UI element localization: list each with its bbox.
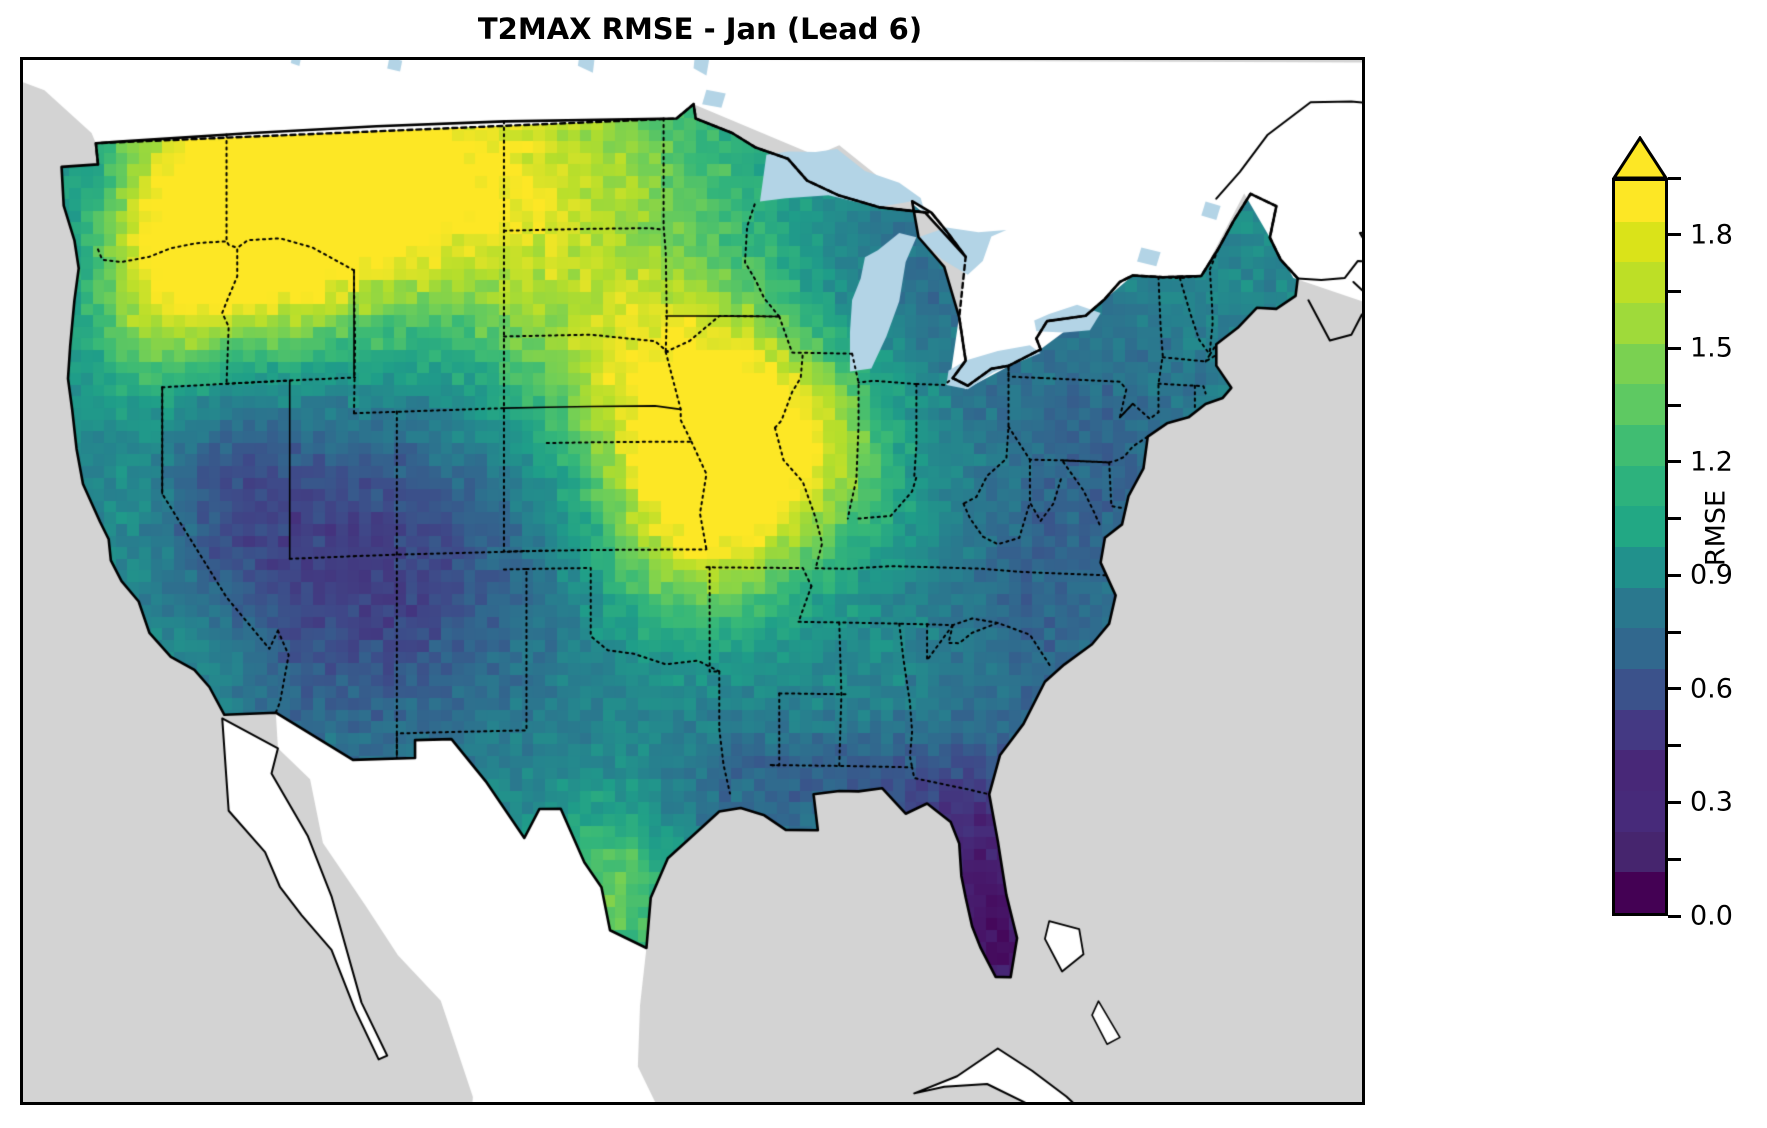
colorbar-tick-label: 1.5 — [1690, 332, 1733, 364]
colorbar-band — [1615, 424, 1665, 466]
colorbar-band — [1615, 343, 1665, 385]
colorbar-tick — [1668, 857, 1681, 861]
colorbar-band — [1615, 872, 1665, 913]
colorbar-band — [1615, 709, 1665, 751]
colorbar-tick — [1668, 914, 1681, 918]
colorbar-tick — [1668, 800, 1681, 804]
colorbar-tick — [1668, 403, 1681, 407]
colorbar-tick-label: 0.6 — [1690, 673, 1733, 705]
colorbar[interactable]: 1.8 1.5 1.2 0.9 0.6 0.3 0.0 RMSE — [1612, 136, 1767, 932]
map-axes[interactable] — [20, 57, 1365, 1105]
colorbar-band — [1615, 831, 1665, 873]
colorbar-tick — [1668, 346, 1681, 350]
colorbar-axis-label: RMSE — [1700, 489, 1732, 567]
colorbar-extend-arrow-icon — [1612, 136, 1668, 180]
colorbar-tick — [1668, 573, 1681, 577]
colorbar-band — [1615, 384, 1665, 425]
colorbar-tick-label: 0.3 — [1690, 786, 1733, 818]
page-title: T2MAX RMSE - Jan (Lead 6) — [477, 12, 923, 46]
colorbar-tick — [1668, 630, 1681, 634]
colorbar-tick — [1668, 517, 1681, 521]
colorbar-tick-label: 0.0 — [1690, 900, 1733, 932]
colorbar-band — [1615, 181, 1665, 222]
colorbar-tick — [1668, 233, 1681, 237]
colorbar-tick — [1668, 290, 1681, 294]
colorbar-band — [1615, 465, 1665, 507]
colorbar-tick — [1668, 460, 1681, 464]
colorbar-band — [1615, 546, 1665, 588]
colorbar-band — [1615, 587, 1665, 629]
colorbar-tick — [1668, 744, 1681, 748]
colorbar-tick-label: 1.8 — [1690, 219, 1733, 251]
colorbar-band — [1615, 668, 1665, 710]
colorbar-band — [1615, 506, 1665, 547]
colorbar-band — [1615, 750, 1665, 791]
colorbar-band — [1615, 628, 1665, 669]
colorbar-ticks: 1.8 1.5 1.2 0.9 0.6 0.3 0.0 — [1668, 176, 1767, 932]
colorbar-gradient — [1612, 178, 1668, 916]
colorbar-tick-label: 1.2 — [1690, 446, 1733, 478]
rmse-heatmap — [23, 60, 1362, 1102]
colorbar-band — [1615, 221, 1665, 263]
colorbar-tick — [1668, 176, 1681, 180]
colorbar-tick — [1668, 687, 1681, 691]
colorbar-tick-label: 0.9 — [1690, 559, 1733, 591]
colorbar-band — [1615, 790, 1665, 832]
colorbar-band — [1615, 302, 1665, 344]
colorbar-band — [1615, 262, 1665, 303]
